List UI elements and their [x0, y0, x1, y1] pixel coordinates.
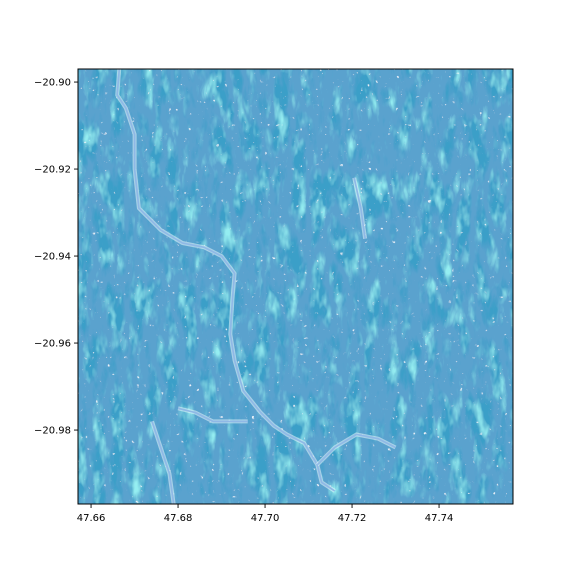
- axes-frame: [77, 68, 514, 505]
- y-axis: −20.90 −20.92 −20.94 −20.96 −20.98: [34, 78, 78, 437]
- terrain-raster: [78, 69, 513, 504]
- river-1: [177, 407, 248, 423]
- y-tick-label: −20.98: [34, 426, 71, 437]
- x-tick-label: 47.70: [251, 513, 280, 524]
- y-tick-label: −20.90: [34, 78, 71, 89]
- y-tick-label: −20.92: [34, 165, 71, 176]
- y-tick-label: −20.96: [34, 339, 71, 350]
- x-axis: 47.66 47.68 47.70 47.72 47.74: [77, 504, 454, 524]
- river-2: [151, 421, 175, 504]
- x-tick-label: 47.66: [77, 513, 106, 524]
- satellite-image: [78, 69, 513, 504]
- river-0: [116, 69, 336, 492]
- x-tick-label: 47.68: [164, 513, 193, 524]
- river-network: [115, 69, 397, 504]
- x-tick-label: 47.74: [425, 513, 454, 524]
- river-3: [316, 433, 396, 466]
- river-4: [353, 177, 366, 239]
- x-tick-label: 47.72: [338, 513, 367, 524]
- y-tick-label: −20.94: [34, 252, 71, 263]
